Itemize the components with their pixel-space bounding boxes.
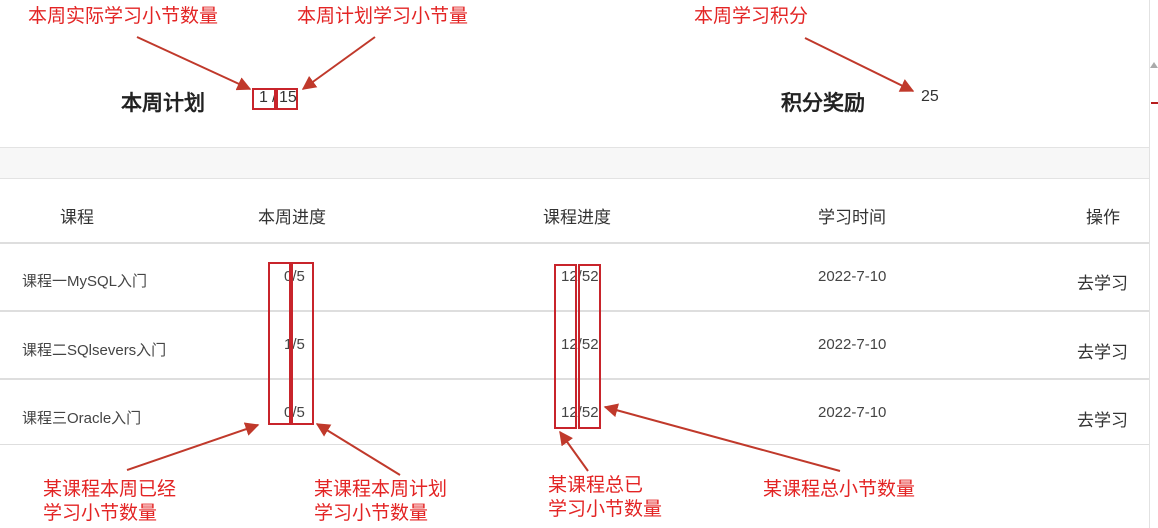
- annotation-total-all: 某课程总小节数量: [763, 479, 916, 500]
- header-course: 课程: [60, 208, 94, 227]
- row1-course-name: 课程一MySQL入门: [22, 273, 148, 290]
- annotation-weekly-planned: 本周计划学习小节量: [297, 6, 469, 27]
- row1-study-time: 2022-7-10: [818, 268, 887, 285]
- arrow-to-actual-count: [136, 36, 252, 91]
- row2-course-name: 课程二SQlsevers入门: [22, 342, 167, 359]
- weekly-actual-count: 1: [259, 89, 268, 106]
- arrow-to-points: [804, 37, 915, 92]
- row3-divider: [0, 444, 1150, 445]
- highlight-box-planned: [276, 88, 298, 110]
- highlight-week-plan-column: [291, 262, 314, 425]
- row2-study-button[interactable]: 去学习: [1077, 343, 1128, 362]
- points-reward-title: 积分奖励: [781, 92, 865, 115]
- weekly-planned-count: 15: [279, 89, 297, 106]
- scroll-indicator[interactable]: [1151, 102, 1158, 104]
- annotation-row-plan-line2: 学习小节数量: [314, 503, 429, 524]
- right-edge-border: [1149, 0, 1150, 528]
- arrow-to-week-done: [126, 422, 260, 471]
- annotation-total-done-line1: 某课程总已: [548, 475, 644, 496]
- arrow-to-planned-count: [301, 36, 376, 90]
- section-separator: [0, 147, 1150, 179]
- row1-study-button[interactable]: 去学习: [1077, 274, 1128, 293]
- header-course-progress: 课程进度: [543, 208, 611, 227]
- header-study-time: 学习时间: [818, 208, 886, 227]
- row2-study-time: 2022-7-10: [818, 336, 887, 353]
- annotation-weekly-actual: 本周实际学习小节数量: [28, 6, 219, 27]
- arrow-to-total-done: [559, 430, 589, 472]
- arrow-to-week-plan: [315, 423, 401, 476]
- annotation-total-done-line2: 学习小节数量: [548, 499, 663, 520]
- weekly-points-value: 25: [921, 88, 939, 105]
- row3-study-button[interactable]: 去学习: [1077, 411, 1128, 430]
- header-divider: [0, 242, 1150, 244]
- arrow-to-total-all: [603, 403, 841, 472]
- highlight-box-actual: [252, 88, 276, 110]
- annotation-row-plan-line1: 某课程本周计划: [314, 479, 448, 500]
- highlight-total-all-column: [578, 264, 601, 429]
- header-action: 操作: [1086, 208, 1120, 227]
- annotation-weekly-points: 本周学习积分: [694, 6, 809, 27]
- header-week-progress: 本周进度: [258, 208, 326, 227]
- annotation-row-done-line1: 某课程本周已经: [43, 479, 177, 500]
- annotation-row-done-line2: 学习小节数量: [43, 503, 158, 524]
- row3-study-time: 2022-7-10: [818, 404, 887, 421]
- highlight-week-done-column: [268, 262, 291, 425]
- row3-course-name: 课程三Oracle入门: [22, 410, 142, 427]
- weekly-plan-title: 本周计划: [121, 92, 205, 115]
- highlight-total-done-column: [554, 264, 577, 429]
- scroll-up-icon[interactable]: [1150, 62, 1158, 68]
